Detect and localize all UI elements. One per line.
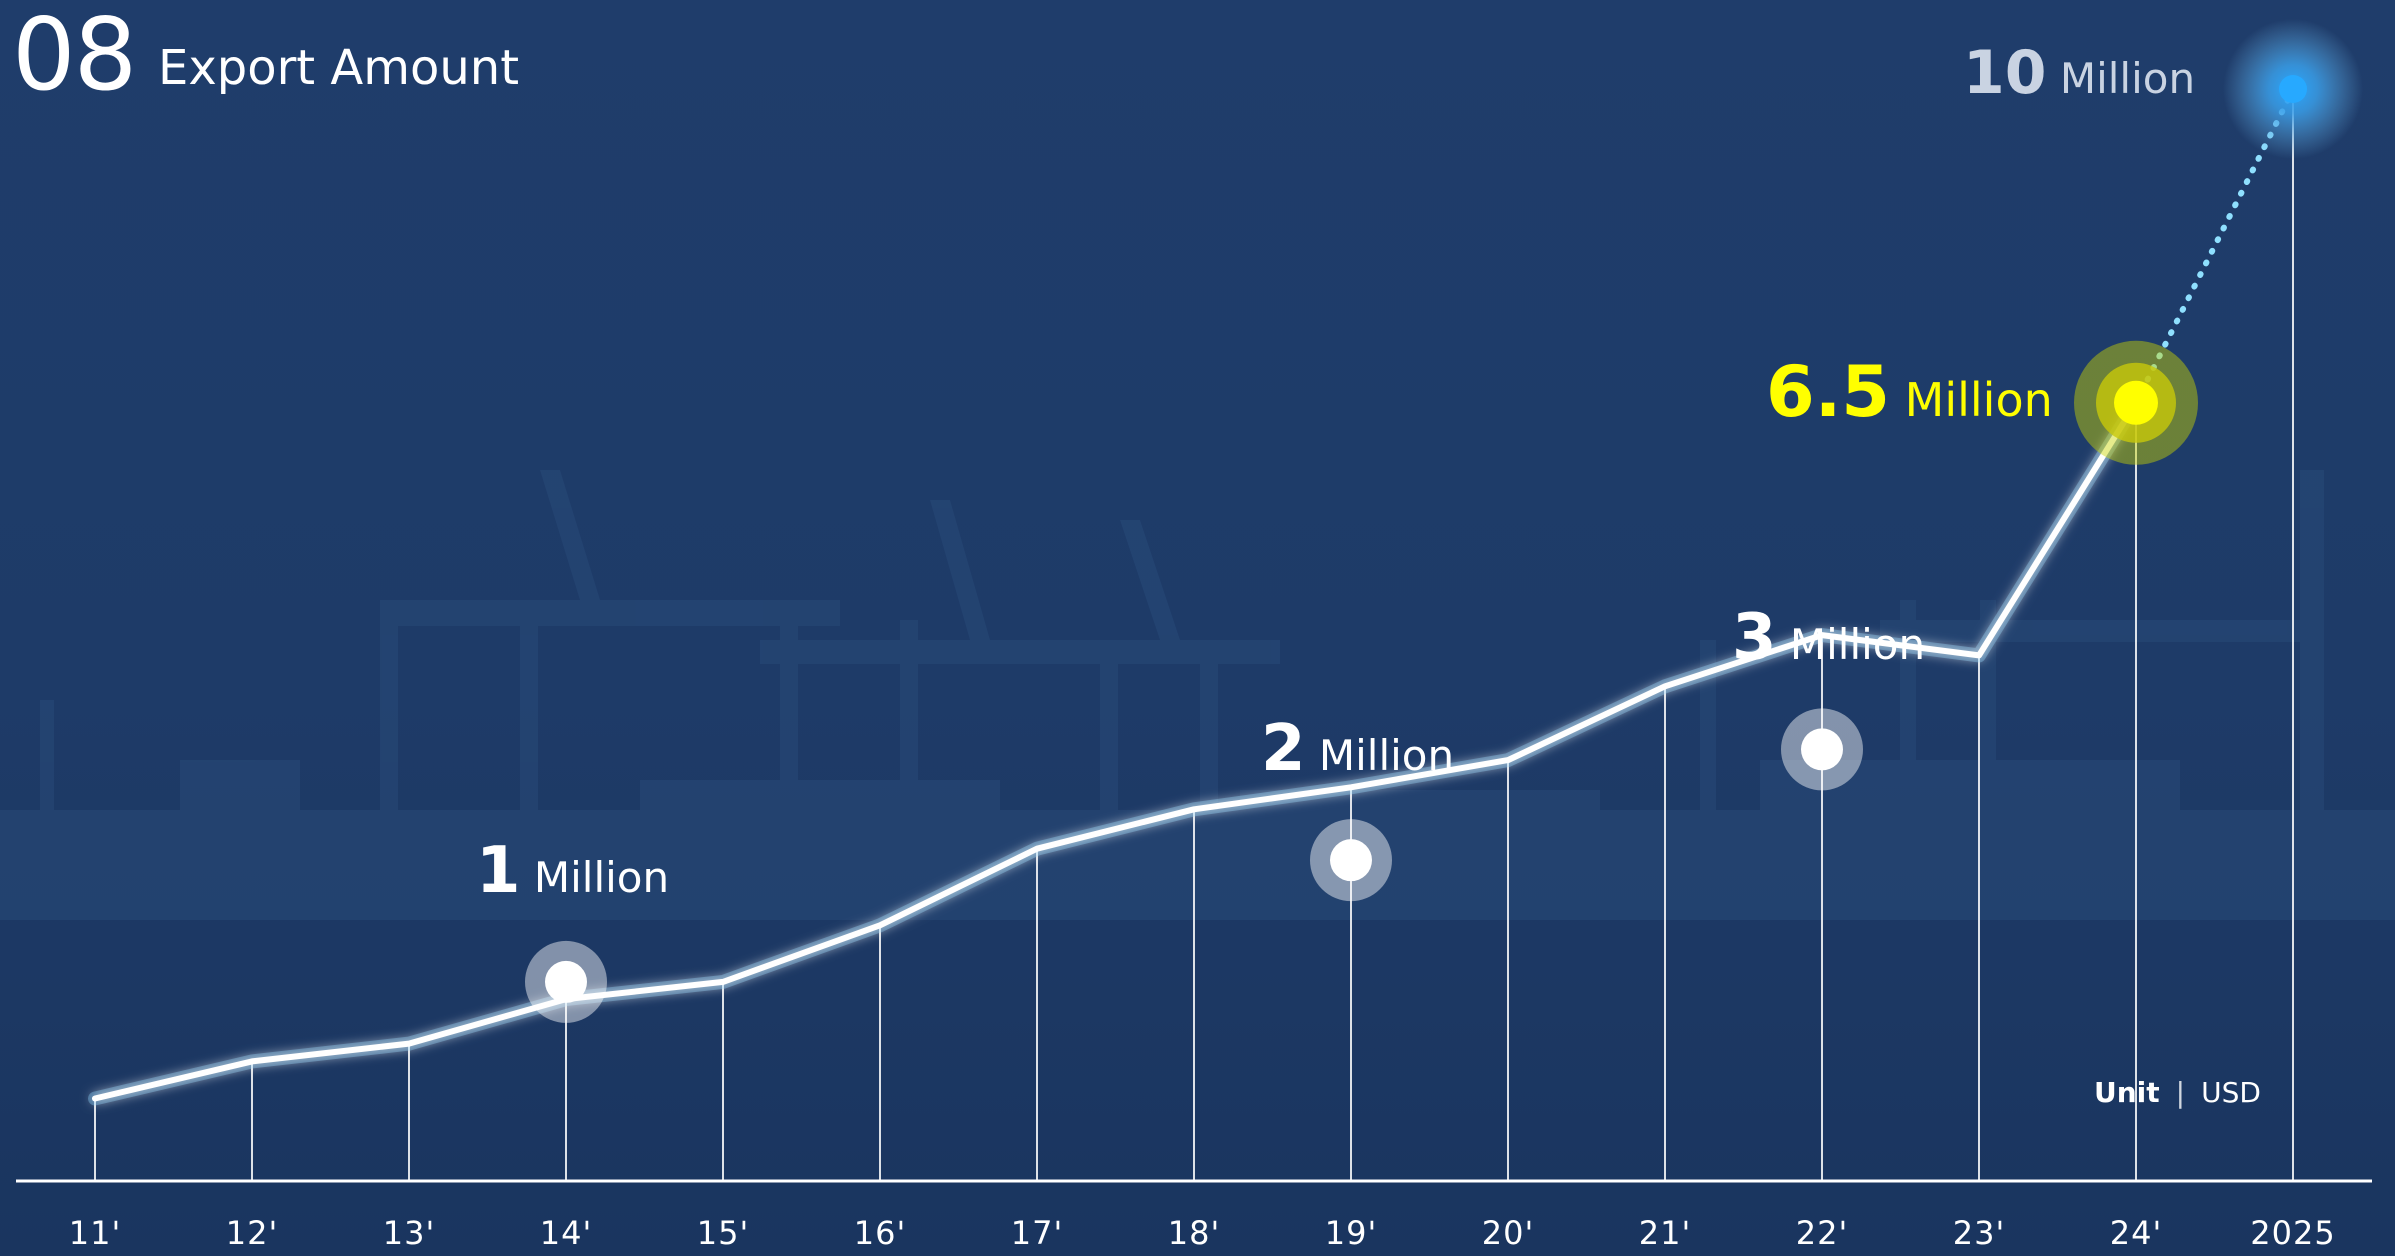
x-tick-label-11: 22' [1796,1214,1849,1252]
x-tick-label-5: 16' [854,1214,907,1252]
x-tick-label-3: 14' [540,1214,593,1252]
x-tick-label-7: 18' [1168,1214,1221,1252]
x-tick-label-12: 23' [1953,1214,2006,1252]
x-tick-label-8: 19' [1325,1214,1378,1252]
x-tick-label-14: 2025 [2250,1214,2335,1252]
series-line-path [92,399,2139,1102]
x-tick-label-0: 11' [69,1214,122,1252]
x-tick-label-2: 13' [383,1214,436,1252]
marker-19' [1330,839,1372,882]
x-tick-label-4: 15' [697,1214,750,1252]
marker-highlight [2114,380,2158,425]
x-tick-labels: 11' 12' 13' 14' 15' 16' 17' 18' 19' 20' 21' 22' 23' 2… [69,1214,2335,1252]
series-line [88,395,2143,1106]
harbor-silhouette-icon [0,470,2395,920]
drop-lines [94,90,2294,1181]
marker-target [2279,75,2307,103]
data-markers [525,19,2363,1023]
x-tick-label-9: 20' [1482,1214,1535,1252]
x-tick-label-13: 24' [2110,1214,2163,1252]
x-tick-label-10: 21' [1639,1214,1692,1252]
marker-14' [545,960,587,1003]
x-tick-label-6: 17' [1011,1214,1064,1252]
marker-22' [1801,728,1843,771]
x-tick-label-1: 12' [226,1214,279,1252]
